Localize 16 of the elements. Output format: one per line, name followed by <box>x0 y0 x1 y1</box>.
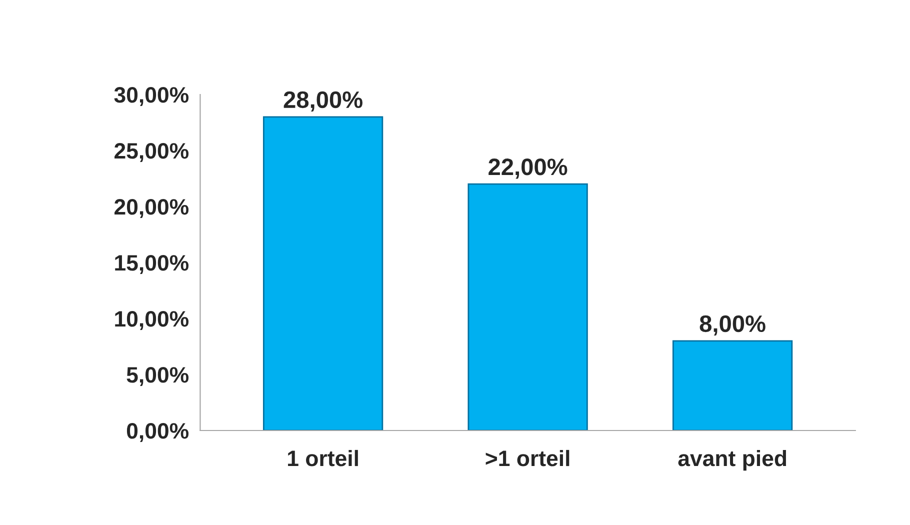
data-label: 8,00% <box>700 315 766 336</box>
y-tick-label: 30,00% <box>114 87 189 106</box>
y-tick-label: 5,00% <box>126 367 189 386</box>
y-tick-label: 20,00% <box>114 199 189 218</box>
bar <box>468 183 588 430</box>
y-tick-label: 25,00% <box>114 143 189 162</box>
x-tick-label: avant pied <box>678 450 786 471</box>
y-tick-label: 0,00% <box>126 423 189 442</box>
x-tick-label: >1 orteil <box>486 450 570 466</box>
data-label: 22,00% <box>488 158 568 179</box>
x-tick-label: 1 orteil <box>288 450 358 466</box>
y-tick-label: 15,00% <box>115 255 189 274</box>
bar <box>262 116 384 430</box>
data-label: 28,00% <box>284 91 362 112</box>
bar <box>672 340 793 430</box>
y-tick-label: 10,00% <box>115 311 189 330</box>
